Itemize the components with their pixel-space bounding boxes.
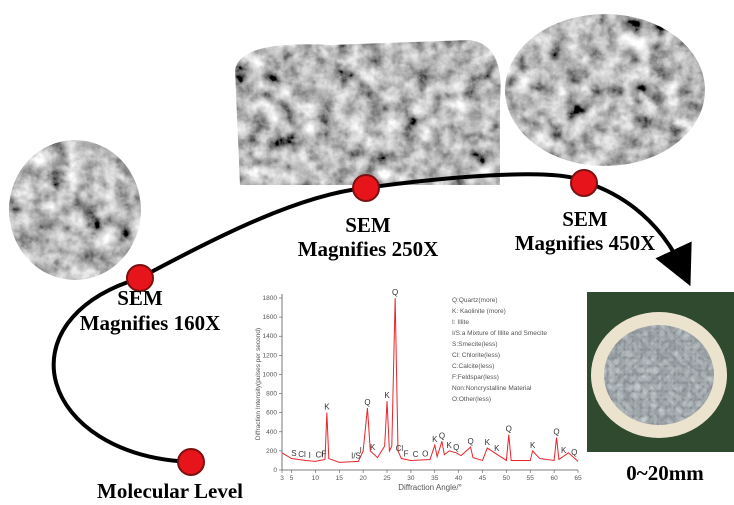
y-tick-label: 600 <box>266 410 277 417</box>
x-tick-label: 20 <box>360 475 368 482</box>
peak-label: Q <box>392 288 398 297</box>
label: SEM <box>117 286 163 310</box>
peak-label: K <box>384 391 390 400</box>
y-tick-label: 0 <box>273 467 277 474</box>
peak-label: O <box>422 450 428 459</box>
nodes <box>126 169 598 476</box>
y-tick-label: 1000 <box>263 371 278 378</box>
peak-label: K <box>432 435 438 444</box>
peak-label: K <box>485 438 491 447</box>
peak-label: I/S <box>351 452 361 461</box>
y-tick-label: 200 <box>266 448 277 455</box>
peak-label: I <box>360 446 362 455</box>
peak-label: Cl <box>298 450 306 459</box>
sem-160-image <box>9 140 141 280</box>
peak-label: Q <box>553 428 559 437</box>
x-tick-label: 30 <box>407 475 415 482</box>
legend-entry: Q:Quartz(more) <box>452 297 498 304</box>
peak-label: K <box>530 441 536 450</box>
y-tick-label: 400 <box>266 429 277 436</box>
legend-entry: Non:Noncrystalline Material <box>452 385 532 392</box>
peak-label: C <box>413 450 419 459</box>
x-tick-label: 35 <box>431 475 439 482</box>
y-tick-label: 1600 <box>263 314 278 321</box>
legend-entry: F:Feldspar(less) <box>452 374 499 381</box>
peak-label: K <box>324 403 330 412</box>
peak-label: Cl <box>396 444 404 453</box>
peak-label: Q <box>506 425 512 434</box>
legend-entry: I/S:a Mixture of Illite and Smecite <box>452 330 547 337</box>
legend-entry: Cl: Chlorite(less) <box>452 352 500 359</box>
peak-label: K <box>370 443 376 452</box>
label: SEM <box>345 213 391 237</box>
gravel <box>604 325 714 425</box>
peak-label: F <box>404 449 409 458</box>
x-tick-label: 5 <box>290 475 294 482</box>
y-tick-label: 1200 <box>263 352 278 359</box>
peak-label: S <box>291 449 296 458</box>
label: Magnifies 450X <box>515 231 656 255</box>
y-axis-label: Diffraction Intensity(pulses per second) <box>255 328 262 440</box>
node <box>177 448 205 476</box>
x-tick-label: 60 <box>551 475 559 482</box>
peak-label: Q <box>571 448 577 457</box>
y-tick-label: 800 <box>266 391 277 398</box>
x-tick-label: 65 <box>574 475 582 482</box>
peak-label: F <box>322 450 327 459</box>
peak-label: K <box>446 441 452 450</box>
y-tick-label: 1400 <box>263 333 278 340</box>
label: 0~20mm <box>626 461 704 485</box>
sem-images <box>9 14 705 280</box>
x-tick-label: 40 <box>455 475 463 482</box>
node <box>570 169 598 197</box>
legend-entry: O:Other(less) <box>452 396 491 403</box>
label: Molecular Level <box>97 479 243 503</box>
node <box>126 264 154 292</box>
peak-label: Q <box>439 431 445 440</box>
peak-label: Cl <box>315 451 323 460</box>
x-tick-label: 45 <box>479 475 487 482</box>
x-tick-label: 25 <box>383 475 391 482</box>
peak-label: I <box>309 451 311 460</box>
process-arrow <box>51 172 692 464</box>
x-tick-label: 3 <box>280 475 284 482</box>
gravel-photo <box>587 292 734 452</box>
x-axis-label: Diffraction Angle/° <box>398 483 462 492</box>
x-tick-label: 10 <box>312 475 320 482</box>
x-tick-label: 50 <box>503 475 511 482</box>
legend-entry: K: Kaolinite (more) <box>452 308 506 315</box>
node <box>352 174 380 202</box>
legend-entry: S:Smecite(less) <box>452 341 498 348</box>
label: Magnifies 250X <box>298 237 439 261</box>
y-tick-label: 1800 <box>263 295 278 302</box>
xrd-chart: 0 200 400 600 800 1000 1200 1400 1600 1800 3 5 10 15 2… <box>255 288 582 492</box>
legend-entry: C:Calcite(less) <box>452 363 494 370</box>
label: Magnifies 160X <box>80 311 221 335</box>
sem-450-image <box>505 14 705 166</box>
xrd-line <box>281 297 579 463</box>
peak-label: K <box>494 444 500 453</box>
legend-entry: I: Illite <box>452 319 469 326</box>
label: SEM <box>562 207 608 231</box>
sem-250-image <box>235 40 501 185</box>
peak-label: Q <box>364 398 370 407</box>
peak-label: Q <box>453 443 459 452</box>
peak-label: Q <box>467 437 473 446</box>
x-tick-label: 15 <box>336 475 344 482</box>
x-tick-label: 55 <box>527 475 535 482</box>
peak-label: K <box>561 446 567 455</box>
